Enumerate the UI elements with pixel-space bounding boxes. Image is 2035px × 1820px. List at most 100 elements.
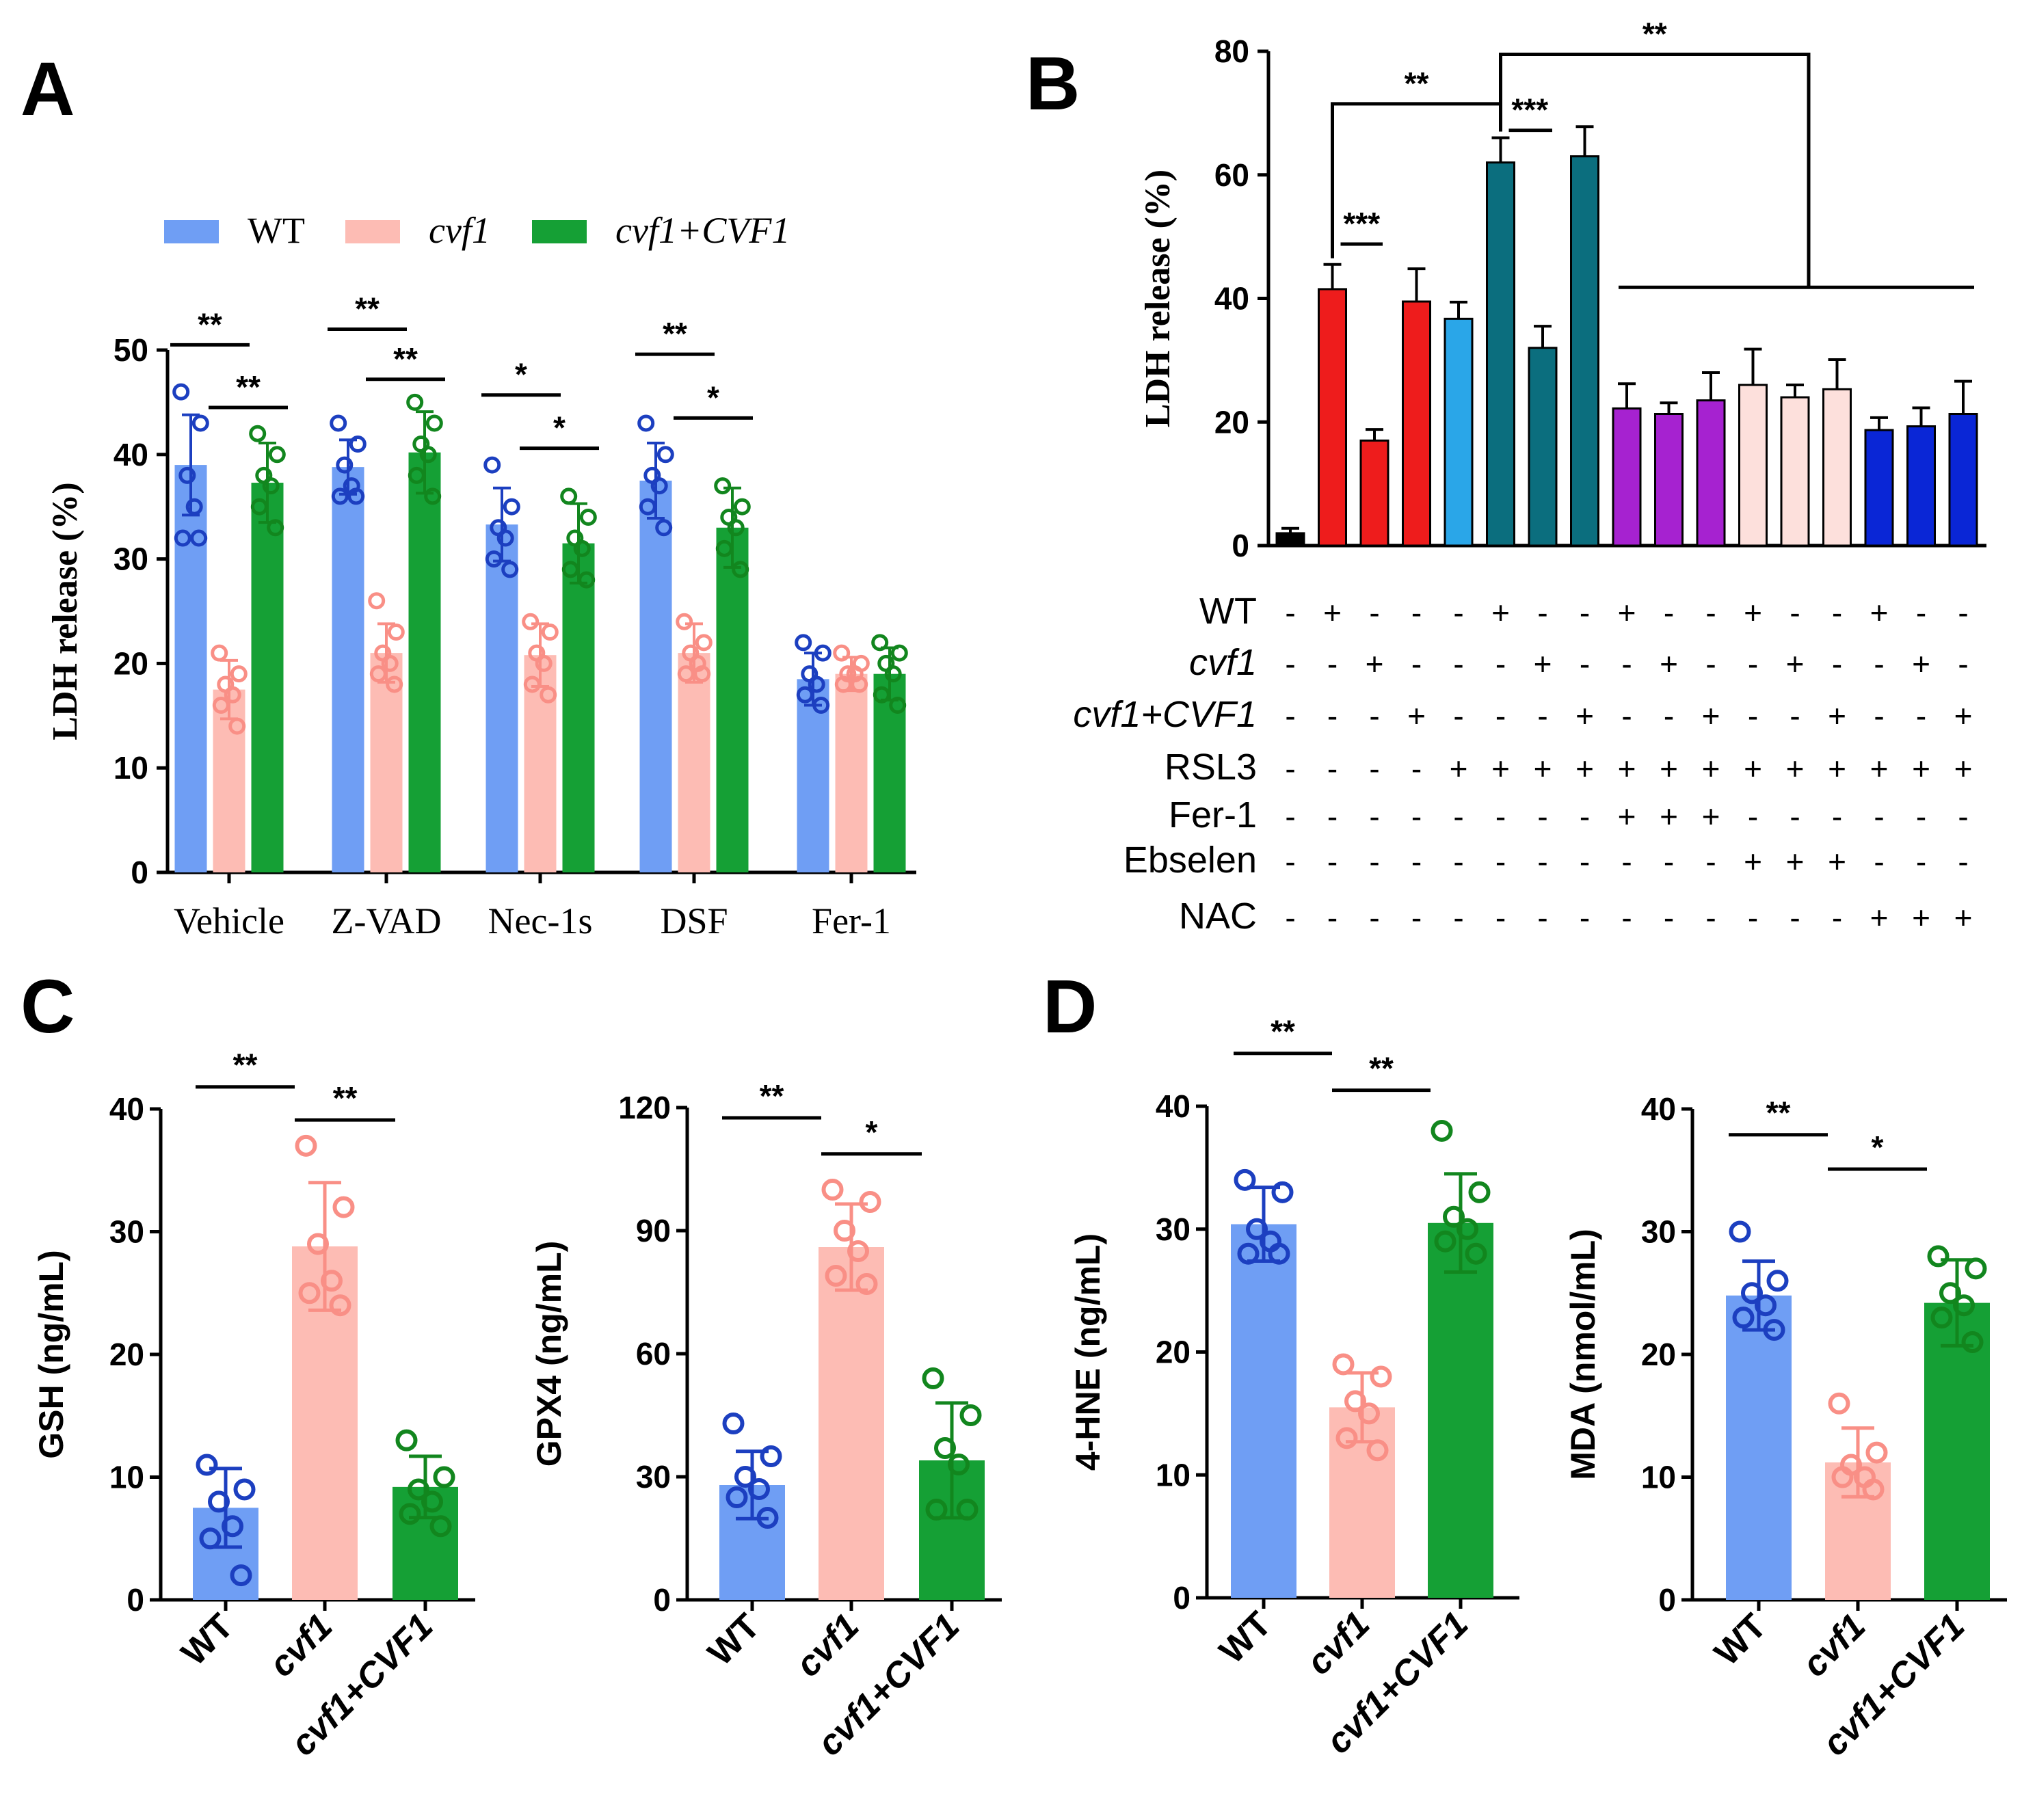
data-point (535, 654, 553, 672)
data-point (503, 498, 520, 516)
data-point (561, 561, 579, 578)
condition-sign: - (1832, 595, 1842, 630)
data-point (199, 1527, 222, 1550)
y-tick-label: 30 (1641, 1214, 1676, 1250)
condition-sign: + (1534, 751, 1552, 786)
data-point (676, 613, 693, 630)
x-tick-label: DSF (660, 900, 728, 941)
condition-sign: - (1621, 698, 1632, 734)
data-point (834, 1220, 855, 1242)
condition-sign: - (1832, 646, 1842, 682)
condition-sign: - (1705, 595, 1716, 630)
data-point (579, 508, 597, 526)
data-point (1468, 1181, 1491, 1203)
condition-sign: - (1580, 900, 1590, 935)
condition-sign: - (1705, 844, 1716, 879)
data-point (230, 665, 248, 683)
condition-sign: - (1790, 698, 1800, 734)
condition-sign: + (1786, 844, 1805, 879)
data-point (934, 1437, 956, 1459)
data-point (233, 1478, 256, 1501)
data-point (1335, 1427, 1358, 1449)
bar (1275, 532, 1305, 547)
data-point (330, 414, 347, 432)
y-axis-title: GPX4 (ng/mL) (530, 1241, 568, 1467)
significance-label: ** (760, 1078, 784, 1114)
significance-bracket (1499, 53, 1811, 288)
condition-sign: - (1453, 844, 1463, 879)
y-tick-label: 120 (618, 1090, 671, 1125)
data-point (483, 456, 501, 474)
condition-sign: + (1618, 595, 1636, 630)
data-point (871, 634, 889, 652)
data-point (387, 624, 405, 641)
data-point (174, 529, 191, 547)
condition-sign: - (1369, 595, 1379, 630)
condition-sign: + (1828, 844, 1846, 879)
bar-cvf1+CVF1 (251, 483, 284, 872)
data-point (332, 1196, 355, 1218)
condition-sign: + (1828, 751, 1846, 786)
data-point (406, 393, 424, 411)
significance-label: * (866, 1114, 878, 1150)
condition-sign: - (1285, 751, 1295, 786)
bar-cvf1+CVF1 (408, 452, 441, 872)
x-tick-label: cvf1 (262, 1606, 341, 1685)
data-point (208, 1490, 230, 1513)
data-point (695, 634, 713, 652)
bar (1528, 347, 1558, 547)
bar-cvf1+CVF1 (716, 527, 749, 872)
panel-a-chart: 0 10 20 30 40 50 LDH release (%) Vehicle Z-VAD Ne… (46, 210, 916, 941)
bar (819, 1247, 884, 1600)
condition-sign: - (1958, 646, 1968, 682)
data-point (178, 466, 196, 484)
data-point (1358, 1402, 1380, 1425)
condition-sign: - (1495, 698, 1506, 734)
data-point (859, 1191, 881, 1213)
data-point (1741, 1282, 1763, 1304)
data-point (381, 654, 399, 672)
y-tick-label: 0 (131, 855, 148, 890)
data-point (1865, 1441, 1888, 1464)
data-point (1268, 1242, 1290, 1265)
data-point (1953, 1294, 1975, 1317)
data-point (329, 1294, 351, 1317)
data-point (395, 1429, 418, 1451)
data-point (677, 665, 695, 683)
condition-sign: - (1411, 646, 1422, 682)
data-point (501, 561, 519, 578)
y-tick-label: 40 (1641, 1091, 1676, 1127)
data-point (1431, 1119, 1453, 1142)
bar (1318, 288, 1347, 547)
x-tick-label: WT (174, 1606, 241, 1673)
condition-sign: - (1705, 900, 1716, 935)
y-tick-label: 30 (1156, 1212, 1191, 1247)
data-point (1246, 1218, 1268, 1240)
condition-sign: - (1580, 844, 1590, 879)
x-tick-label: Vehicle (174, 900, 284, 941)
data-point (734, 1466, 756, 1488)
data-point (347, 487, 365, 505)
condition-sign: + (1450, 751, 1468, 786)
condition-sign: - (1874, 646, 1884, 682)
data-point (424, 487, 442, 505)
y-axis-title: LDH release (%) (1139, 170, 1178, 427)
data-point (796, 686, 814, 704)
x-tick-label: WT (700, 1606, 767, 1673)
condition-sign: - (1916, 844, 1926, 879)
condition-sign: - (1874, 799, 1884, 834)
condition-sign: - (1705, 646, 1716, 682)
data-point (821, 1179, 844, 1201)
condition-sign: + (1954, 751, 1973, 786)
condition-sign: + (1912, 646, 1930, 682)
data-point (795, 634, 812, 652)
condition-sign: - (1748, 646, 1758, 682)
condition-label: WT (1199, 591, 1257, 632)
y-tick-label: 50 (114, 332, 148, 368)
condition-sign: - (1748, 698, 1758, 734)
bar (1359, 439, 1389, 547)
data-point (196, 1454, 218, 1476)
significance-label: ** (1369, 1051, 1394, 1086)
